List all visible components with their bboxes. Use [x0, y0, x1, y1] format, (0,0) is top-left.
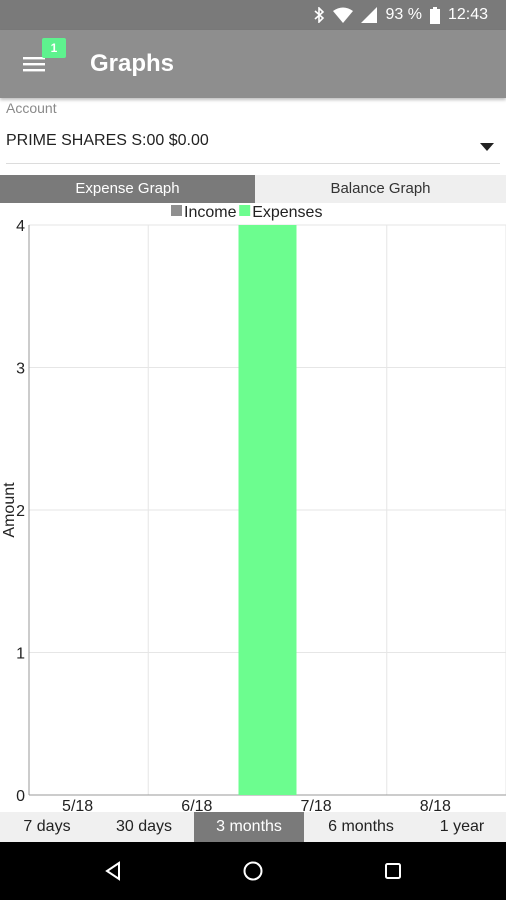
signal-icon: [361, 7, 378, 23]
wifi-icon: [333, 7, 354, 23]
legend-label-expenses: Expenses: [252, 204, 322, 221]
legend-swatch-expenses: [239, 205, 251, 216]
bar-chart: 0 1 2 3 4 5/18 6/18 7/18 8/18 Amount Income Expense…: [1, 204, 506, 815]
bluetooth-icon: [313, 7, 325, 23]
x-tick-label: 6/18: [181, 798, 212, 811]
y-axis-title: Amount: [1, 482, 18, 538]
dropdown-arrow-icon: [480, 138, 494, 156]
expense-chart: 0 1 2 3 4 5/18 6/18 7/18 8/18 Amount Income Expense…: [0, 203, 506, 815]
status-bar: 93 % 12:43: [0, 0, 506, 30]
range-selector: 7 days 30 days 3 months 6 months 1 year: [0, 812, 506, 842]
home-icon: [238, 856, 268, 886]
back-button[interactable]: [98, 856, 128, 886]
back-icon: [98, 856, 128, 886]
battery-icon: [429, 6, 440, 24]
graph-tabs: Expense Graph Balance Graph: [0, 175, 506, 203]
system-nav-bar: [0, 842, 506, 900]
y-tick-label: 1: [16, 646, 25, 663]
app-toolbar: 1 Graphs: [0, 30, 506, 98]
range-3-months[interactable]: 3 months: [194, 812, 304, 842]
x-tick-label: 7/18: [301, 798, 332, 811]
range-6-months[interactable]: 6 months: [328, 818, 394, 835]
y-tick-label: 4: [16, 218, 25, 235]
home-button[interactable]: [238, 856, 268, 886]
notification-badge: 1: [42, 38, 66, 58]
y-tick-label: 2: [16, 503, 25, 520]
account-divider: [6, 163, 500, 164]
tab-balance-graph[interactable]: Balance Graph: [255, 175, 506, 203]
tab-expense-graph[interactable]: Expense Graph: [0, 175, 255, 203]
menu-button[interactable]: [16, 44, 56, 84]
account-value: PRIME SHARES S:00 $0.00: [6, 132, 209, 149]
y-tick-label: 3: [16, 361, 25, 378]
legend-label-income: Income: [184, 204, 237, 221]
x-tick-label: 5/18: [62, 798, 93, 811]
range-30-days[interactable]: 30 days: [115, 818, 173, 835]
range-1-year[interactable]: 1 year: [439, 818, 485, 835]
bar-expenses-2: [238, 225, 297, 795]
menu-icon: [16, 57, 56, 88]
y-tick-label: 0: [16, 788, 25, 805]
account-label: Account: [6, 100, 57, 116]
legend-swatch-income: [171, 205, 182, 216]
range-7-days[interactable]: 7 days: [23, 818, 71, 835]
battery-text: 93 %: [385, 6, 422, 23]
recents-button[interactable]: [378, 856, 408, 886]
clock: 12:43: [447, 6, 488, 23]
x-tick-label: 8/18: [420, 798, 451, 811]
recents-icon: [378, 856, 408, 886]
page-title: Graphs: [90, 50, 175, 77]
account-dropdown[interactable]: PRIME SHARES S:00 $0.00: [0, 122, 506, 162]
